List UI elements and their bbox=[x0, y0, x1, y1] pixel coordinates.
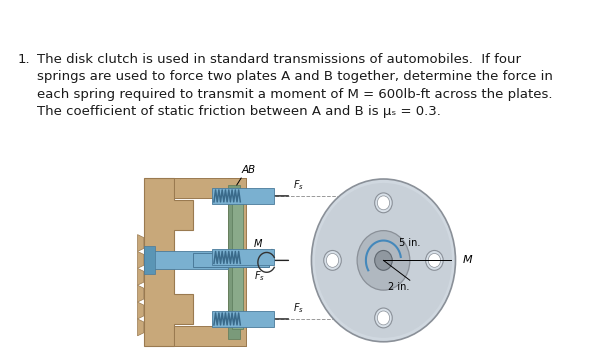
Circle shape bbox=[428, 253, 441, 267]
Circle shape bbox=[357, 231, 410, 290]
Polygon shape bbox=[228, 185, 240, 339]
Text: 1.: 1. bbox=[17, 53, 30, 66]
Polygon shape bbox=[143, 252, 228, 269]
Polygon shape bbox=[212, 249, 273, 265]
Polygon shape bbox=[175, 178, 246, 198]
Polygon shape bbox=[137, 319, 143, 336]
Circle shape bbox=[315, 183, 452, 338]
Text: A: A bbox=[241, 165, 248, 175]
Circle shape bbox=[425, 251, 443, 270]
Polygon shape bbox=[137, 252, 143, 268]
Text: B: B bbox=[247, 165, 254, 175]
Polygon shape bbox=[137, 285, 143, 302]
Polygon shape bbox=[143, 178, 193, 346]
Polygon shape bbox=[212, 188, 273, 204]
Polygon shape bbox=[212, 311, 273, 327]
Text: 2 in.: 2 in. bbox=[388, 282, 409, 292]
Polygon shape bbox=[137, 235, 143, 252]
Circle shape bbox=[326, 253, 338, 267]
Polygon shape bbox=[193, 253, 269, 267]
Circle shape bbox=[378, 311, 390, 325]
Text: springs are used to force two plates A and B together, determine the force in: springs are used to force two plates A a… bbox=[37, 70, 552, 83]
Circle shape bbox=[311, 179, 455, 342]
Text: each spring required to transmit a moment of M = 600lb-ft across the plates.: each spring required to transmit a momen… bbox=[37, 88, 552, 101]
Circle shape bbox=[378, 196, 390, 210]
Polygon shape bbox=[143, 247, 155, 274]
Circle shape bbox=[375, 193, 392, 213]
Circle shape bbox=[324, 251, 341, 270]
Text: $F_s$: $F_s$ bbox=[293, 178, 304, 192]
Polygon shape bbox=[137, 268, 143, 285]
Text: M: M bbox=[254, 240, 262, 249]
Text: M: M bbox=[463, 255, 472, 265]
Text: The disk clutch is used in standard transmissions of automobiles.  If four: The disk clutch is used in standard tran… bbox=[37, 53, 520, 66]
Polygon shape bbox=[232, 195, 243, 329]
Text: $F_s$: $F_s$ bbox=[254, 269, 265, 283]
Circle shape bbox=[375, 251, 392, 270]
Text: The coefficient of static friction between A and B is μₛ = 0.3.: The coefficient of static friction betwe… bbox=[37, 105, 440, 118]
Polygon shape bbox=[228, 178, 246, 346]
Text: 5 in.: 5 in. bbox=[399, 239, 421, 248]
Text: $F_s$: $F_s$ bbox=[293, 301, 304, 315]
Polygon shape bbox=[175, 326, 246, 346]
Circle shape bbox=[375, 308, 392, 328]
Polygon shape bbox=[137, 302, 143, 319]
